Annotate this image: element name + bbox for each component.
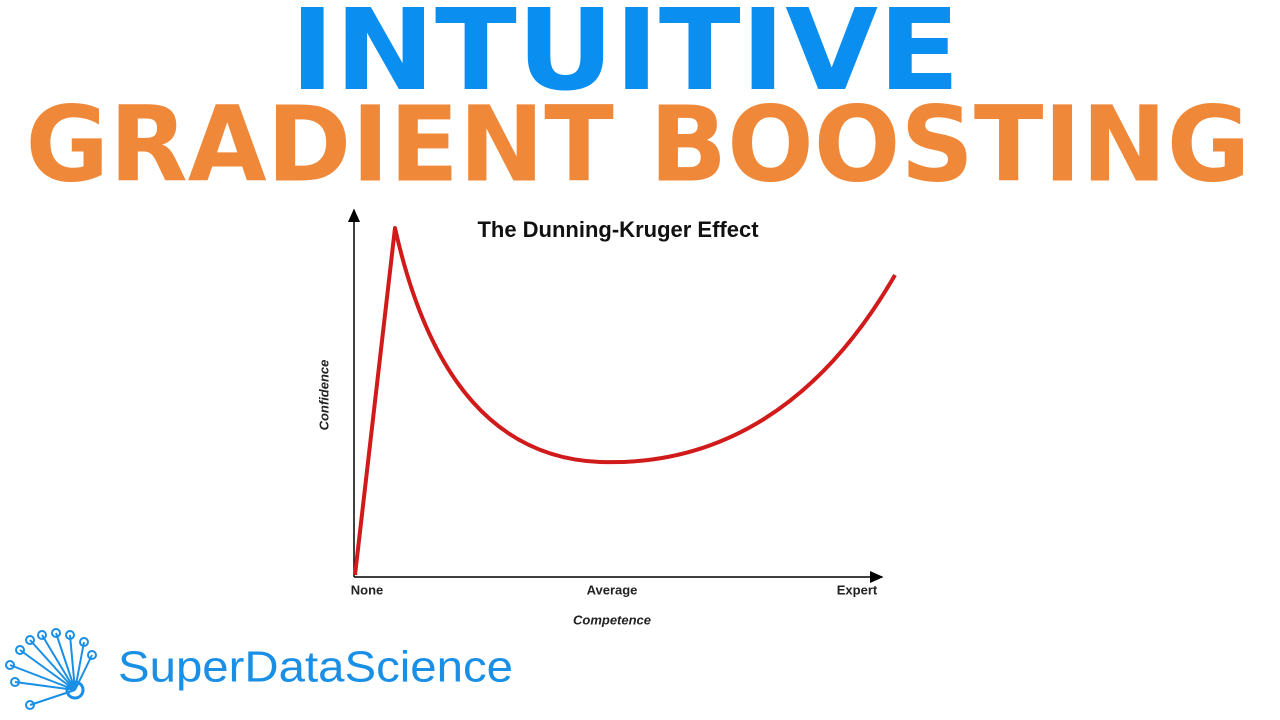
headline-2: GRADIENT BOOSTING <box>26 83 1251 205</box>
x-tick-label: Expert <box>837 582 878 597</box>
x-label: Competence <box>573 612 651 627</box>
y-label: Confidence <box>316 360 331 431</box>
curve <box>353 226 897 576</box>
x-tick-label: Average <box>587 582 638 597</box>
logo-icon <box>5 628 97 710</box>
logo-text: SuperDataScience <box>118 643 513 692</box>
headline-1: INTUITIVE <box>290 0 960 116</box>
diagram-title: The Dunning-Kruger Effect <box>477 217 759 242</box>
x-tick-label: None <box>351 582 384 597</box>
